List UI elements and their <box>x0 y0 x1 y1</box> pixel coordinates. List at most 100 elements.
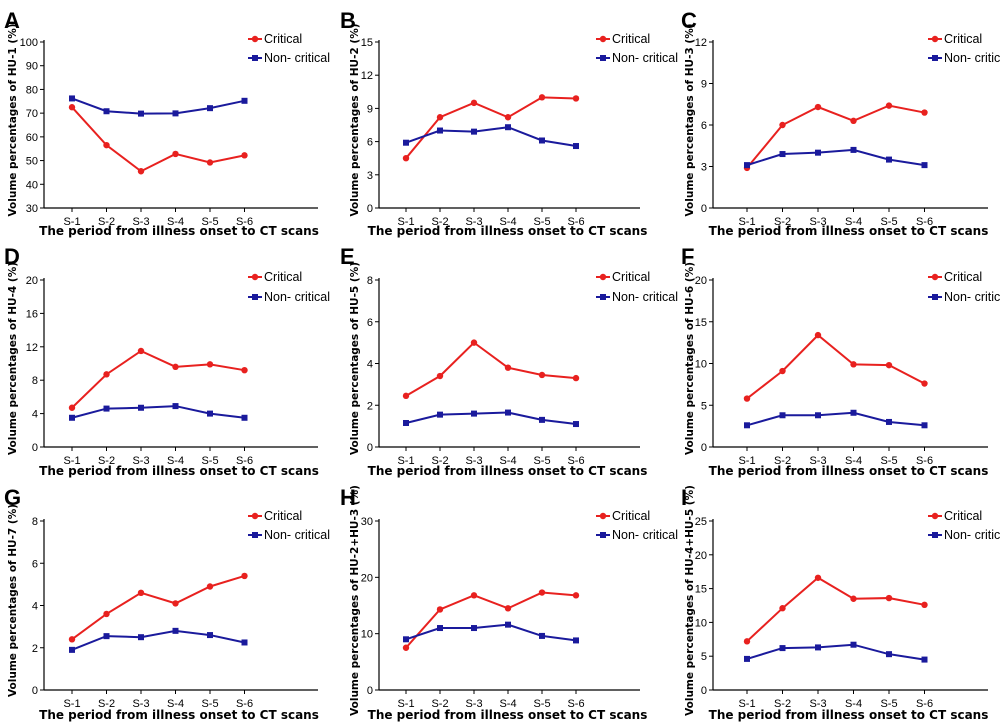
chart-panel-i: I 0 5 10 15 20 25 S-1 S-2 S-3 S-4 S-5 S-6 Volume perc… <box>681 485 1000 722</box>
x-tick-label: S-5 <box>880 698 897 710</box>
legend-marker <box>931 273 939 281</box>
x-tick-label: S-1 <box>63 216 80 228</box>
y-tick-label: 8 <box>32 375 38 387</box>
y-axis-label: Volume percentages of HU-2 (%) <box>349 23 361 216</box>
y-tick-label: 6 <box>701 120 707 132</box>
noncritical-series-line <box>746 643 925 661</box>
critical-data-point <box>538 94 546 101</box>
panel-letter: B <box>340 8 356 33</box>
critical-data-point <box>241 366 248 374</box>
legend-noncritical-label: Non- critical <box>612 528 678 542</box>
legend-noncritical-label: Non- critical <box>944 528 1000 542</box>
x-tick-label: S-5 <box>533 698 550 710</box>
x-tick-label: S-2 <box>98 455 115 467</box>
x-tick-label: S-3 <box>809 698 826 710</box>
critical-data-point <box>137 168 145 175</box>
x-axis-label: The period from illness onset to CT scan… <box>39 708 319 722</box>
noncritical-series-line <box>746 148 925 167</box>
y-tick-label: 4 <box>32 409 38 421</box>
x-tick-label: S-1 <box>63 455 80 467</box>
y-tick-label: 16 <box>26 308 38 320</box>
legend-critical-label: Critical <box>264 509 302 523</box>
y-tick-label: 0 <box>367 685 373 697</box>
legend-marker <box>599 512 607 520</box>
y-tick-label: 25 <box>695 516 707 528</box>
critical-series-line <box>405 96 577 159</box>
critical-data-point <box>743 395 751 402</box>
legend-noncritical-label: Non- critical <box>264 290 330 304</box>
critical-data-point <box>68 636 76 643</box>
y-tick-label: 10 <box>361 629 373 641</box>
y-tick-label: 10 <box>695 359 707 371</box>
y-tick-label: 5 <box>701 651 707 663</box>
critical-data-point <box>743 638 751 645</box>
noncritical-series-line <box>71 405 245 419</box>
x-tick-label: S-3 <box>809 216 826 228</box>
y-tick-label: 0 <box>701 203 707 215</box>
critical-data-point <box>470 99 478 107</box>
noncritical-data-point <box>779 645 786 652</box>
critical-data-point <box>921 109 928 116</box>
legend-critical-label: Critical <box>264 270 302 284</box>
y-tick-label: 0 <box>701 442 707 454</box>
x-tick-label: S-5 <box>880 216 897 228</box>
critical-data-point <box>885 361 893 369</box>
critical-data-point <box>103 610 110 618</box>
x-tick-label: S-4 <box>499 698 516 710</box>
critical-data-point <box>103 371 110 378</box>
noncritical-data-point <box>921 422 928 429</box>
x-tick-label: S-3 <box>132 698 149 710</box>
y-tick-label: 20 <box>26 275 38 287</box>
y-tick-label: 6 <box>367 317 373 329</box>
noncritical-data-point <box>471 625 477 632</box>
critical-data-point <box>436 372 444 380</box>
legend-noncritical-label: Non- critical <box>944 290 1000 304</box>
y-tick-label: 10 <box>695 617 707 629</box>
critical-data-point <box>885 594 893 602</box>
panel-letter: I <box>681 485 687 510</box>
y-tick-label: 6 <box>32 558 38 570</box>
x-tick-label: S-1 <box>397 698 414 710</box>
y-tick-label: 12 <box>361 70 373 82</box>
y-axis-label: Volume percentages of HU-7 (%) <box>7 504 19 697</box>
x-axis-label: The period from illness onset to CT scan… <box>709 464 989 478</box>
x-tick-label: S-4 <box>499 216 516 228</box>
y-tick-label: 2 <box>32 643 38 655</box>
noncritical-data-point <box>505 621 511 628</box>
x-tick-label: S-1 <box>738 455 755 467</box>
legend-marker <box>600 55 606 61</box>
noncritical-data-point <box>921 162 928 169</box>
noncritical-series-line <box>405 126 577 148</box>
critical-data-point <box>206 361 214 368</box>
critical-data-point <box>814 574 822 581</box>
y-tick-label: 20 <box>361 572 373 584</box>
legend-noncritical-label: Non- critical <box>944 51 1000 65</box>
noncritical-data-point <box>103 633 110 640</box>
x-axis-label: The period from illness onset to CT scan… <box>368 224 648 238</box>
y-tick-label: 100 <box>20 37 38 49</box>
chart-panel-h: H 0 10 20 30 S-1 S-2 S-3 S-4 S-5 S-6 Volume percent… <box>340 485 678 722</box>
critical-data-point <box>885 102 893 109</box>
y-tick-label: 6 <box>367 137 373 149</box>
panel-letter: F <box>681 244 694 269</box>
legend-marker <box>252 294 258 300</box>
x-axis-label: The period from illness onset to CT scan… <box>368 708 648 722</box>
noncritical-data-point <box>573 421 579 428</box>
y-tick-label: 70 <box>26 108 38 120</box>
critical-data-point <box>504 605 512 612</box>
x-tick-label: S-2 <box>774 455 791 467</box>
legend-marker <box>599 35 607 43</box>
noncritical-data-point <box>815 412 821 419</box>
critical-data-point <box>206 159 214 166</box>
x-tick-label: S-2 <box>774 698 791 710</box>
noncritical-data-point <box>437 411 443 418</box>
x-tick-label: S-3 <box>132 216 149 228</box>
x-tick-label: S-6 <box>916 455 933 467</box>
critical-data-point <box>68 404 76 411</box>
x-tick-label: S-2 <box>98 216 115 228</box>
x-tick-label: S-2 <box>431 698 448 710</box>
x-tick-label: S-6 <box>567 216 584 228</box>
noncritical-data-point <box>779 412 786 419</box>
panel-letter: E <box>340 244 355 269</box>
x-tick-label: S-4 <box>845 455 862 467</box>
